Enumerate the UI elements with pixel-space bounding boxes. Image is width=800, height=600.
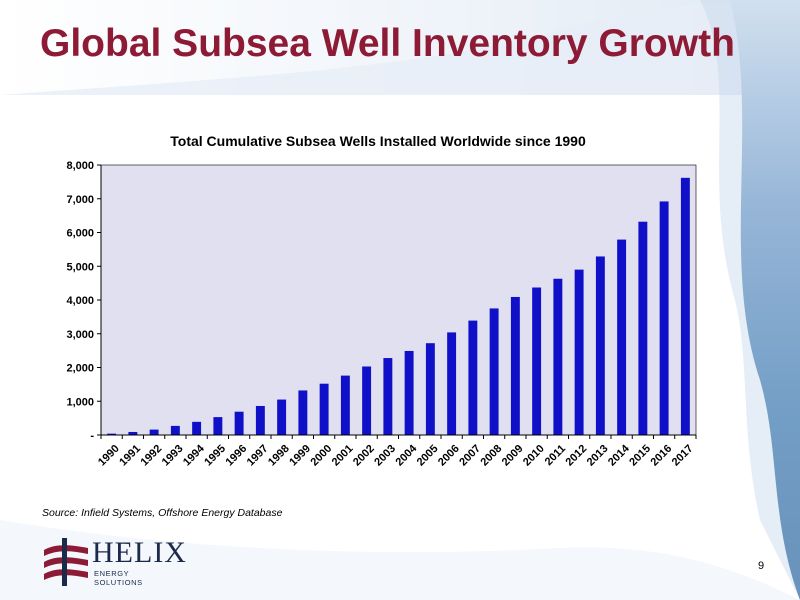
x-tick-label: 1995 <box>202 443 228 469</box>
logo-tagline: ENERGY SOLUTIONS <box>94 569 143 587</box>
bar-2015 <box>638 221 648 435</box>
y-tick-label: 8,000 <box>66 160 94 172</box>
bar-2014 <box>617 239 627 435</box>
bar-2006 <box>447 332 457 435</box>
helix-logo-icon <box>44 538 88 586</box>
bar-2010 <box>532 287 542 435</box>
bar-1997 <box>255 405 265 435</box>
plot-area <box>100 164 697 436</box>
bar-2016 <box>659 201 669 435</box>
bar-2000 <box>319 383 329 435</box>
x-tick-label: 2008 <box>479 443 505 469</box>
x-tick-label: 2012 <box>564 443 590 469</box>
y-tick-label: 5,000 <box>66 261 94 273</box>
bar-2007 <box>468 320 478 435</box>
bars <box>107 177 690 436</box>
x-tick-label: 1996 <box>224 443 250 469</box>
x-tick-label: 2013 <box>585 443 611 469</box>
x-tick-label: 2000 <box>309 443 335 469</box>
x-tick-label: 1992 <box>139 443 165 469</box>
x-tick-label: 2001 <box>330 443 356 469</box>
x-tick-label: 2007 <box>457 443 483 469</box>
bar-2004 <box>404 350 414 435</box>
x-tick-label: 2016 <box>649 443 675 469</box>
slide-title: Global Subsea Well Inventory Growth <box>40 22 735 65</box>
bar-1991 <box>128 431 138 435</box>
x-tick-label: 2005 <box>415 443 441 469</box>
x-tick-label: 2014 <box>606 442 632 468</box>
x-tick-label: 1993 <box>160 443 186 469</box>
x-tick-label: 1997 <box>245 443 271 469</box>
y-tick-label: 2,000 <box>66 363 94 375</box>
y-tick-label: - <box>90 430 94 442</box>
x-tick-label: 1991 <box>117 443 143 469</box>
logo-wordmark: HELIX <box>92 536 187 569</box>
bar-1995 <box>213 417 223 435</box>
source-note: Source: Infield Systems, Offshore Energy… <box>42 507 283 519</box>
bar-1993 <box>170 425 180 435</box>
bar-1990 <box>107 433 117 435</box>
bar-2001 <box>340 375 350 435</box>
bar-1998 <box>277 399 287 435</box>
x-tick-label: 1990 <box>96 443 122 469</box>
x-tick-label: 2009 <box>500 443 526 469</box>
bar-2008 <box>489 308 499 435</box>
x-tick-label: 2015 <box>627 443 653 469</box>
x-tick-label: 2002 <box>351 443 377 469</box>
helix-logo: HELIX ENERGY SOLUTIONS <box>40 536 186 588</box>
y-tick-label: 6,000 <box>66 228 94 240</box>
bar-2005 <box>425 343 435 435</box>
bar-1996 <box>234 411 244 435</box>
x-tick-label: 1994 <box>181 442 207 468</box>
bar-1999 <box>298 390 308 435</box>
bar-1992 <box>149 429 159 435</box>
bar-2013 <box>595 256 605 435</box>
y-axis: - 1,000 2,000 3,000 4,000 5,000 6,000 7,000 8,00… <box>66 160 102 442</box>
y-tick-label: 3,000 <box>66 329 94 341</box>
x-tick-label: 2004 <box>394 442 420 468</box>
x-tick-label: 2006 <box>436 443 462 469</box>
page-number: 9 <box>758 560 765 572</box>
bar-2003 <box>383 358 393 435</box>
bar-1994 <box>192 421 202 435</box>
x-tick-label: 1999 <box>287 443 313 469</box>
bar-2012 <box>574 269 584 436</box>
x-tick-label: 2011 <box>543 443 568 468</box>
x-tick-label: 2010 <box>521 443 547 469</box>
x-axis: 1990199119921993199419951996199719981999… <box>96 434 697 469</box>
bar-2011 <box>553 278 563 435</box>
x-tick-label: 2017 <box>670 443 696 469</box>
bar-2002 <box>362 366 372 435</box>
y-tick-label: 1,000 <box>66 396 94 408</box>
y-tick-label: 7,000 <box>66 194 94 206</box>
chart-title: Total Cumulative Subsea Wells Installed … <box>170 133 586 149</box>
bar-2017 <box>680 177 690 435</box>
x-tick-label: 1998 <box>266 443 292 469</box>
y-tick-label: 4,000 <box>66 295 94 307</box>
x-tick-label: 2003 <box>372 443 398 469</box>
bar-2009 <box>510 296 520 435</box>
